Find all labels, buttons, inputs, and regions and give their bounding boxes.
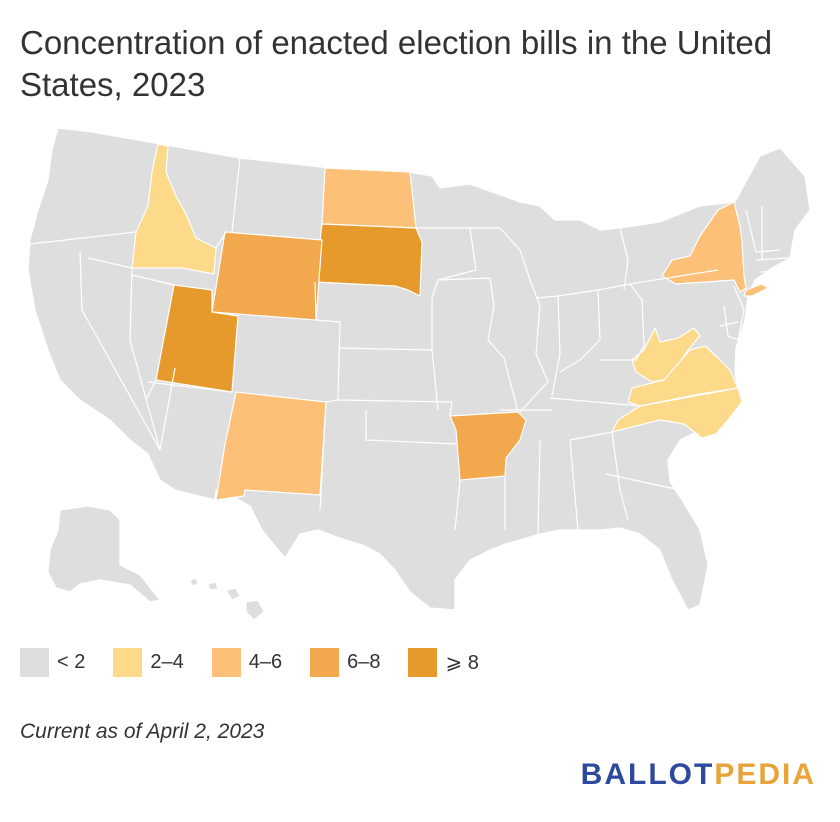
logo-part-1: BALLOT [580,758,715,791]
state-north-dakota [321,167,417,229]
legend-item-6-8: 6–8 [310,648,380,677]
state-virginia [627,345,739,407]
date-note: Current as of April 2, 2023 [20,720,265,743]
legend-swatch [113,648,143,677]
us-map [27,127,811,621]
legend-label: ⩾ 8 [445,652,479,674]
legend-swatch [211,648,241,677]
ballotpedia-logo: BALLOTPEDIA [581,758,816,792]
hawaii [225,587,241,601]
state-new-york-long-island [743,283,769,297]
state-borders [29,157,793,535]
legend-swatch [20,648,49,677]
legend-label: < 2 [57,651,86,673]
legend-label: 2–4 [150,651,184,673]
state-arkansas [449,411,527,481]
alaska [47,505,161,603]
state-new-york [661,201,747,293]
map-legend: < 2 2–4 4–6 6–8 ⩾ 8 [20,648,507,677]
legend-label: 4–6 [248,651,283,673]
legend-item-4-6: 4–6 [211,648,283,677]
chart-title: Concentration of enacted election bills … [20,24,773,103]
legend-item-gte8: ⩾ 8 [408,648,479,677]
legend-swatch [310,648,340,677]
hawaii [245,599,265,621]
legend-item-2-4: 2–4 [113,648,184,677]
state-new-mexico [215,391,327,501]
state-idaho [131,143,217,275]
logo-part-2: PEDIA [714,758,816,791]
legend-label: 6–8 [347,651,381,673]
state-south-dakota [314,223,423,297]
hawaii [189,577,199,587]
legend-item-lt2: < 2 [20,648,85,677]
state-wyoming [211,231,323,321]
state-north-carolina [611,387,743,439]
legend-swatch [408,648,438,677]
hawaii [207,581,219,591]
